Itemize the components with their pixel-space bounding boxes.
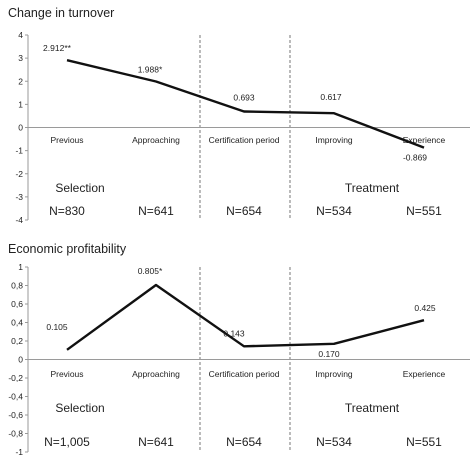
group-label-treatment: Treatment [345, 401, 400, 415]
data-label: 0.617 [320, 92, 342, 102]
data-label: -0.869 [403, 153, 427, 163]
y-tick-label: -4 [15, 215, 23, 225]
y-tick-label: -2 [15, 169, 23, 179]
sample-size-label: N=641 [138, 204, 174, 218]
y-tick-label: 2 [18, 76, 23, 86]
data-label: 0.693 [233, 92, 255, 102]
sample-size-label: N=551 [406, 204, 442, 218]
profitability-chart: Economic profitability 1 0,8 0,6 0,4 0,2 0 -0,2… [8, 242, 470, 457]
category-label: Improving [315, 135, 353, 145]
y-tick-label: -3 [15, 192, 23, 202]
data-label: 1.988* [138, 65, 163, 75]
data-label: 2.912** [43, 43, 72, 53]
y-tick-label: -0,8 [8, 429, 23, 439]
data-label: 0.143 [223, 328, 245, 338]
y-tick-label: 1 [18, 99, 23, 109]
turnover-chart: Change in turnover 4 3 2 1 0 -1 -2 -3 -4 Previous A… [8, 6, 470, 225]
category-label: Experience [403, 369, 446, 379]
category-label: Approaching [132, 369, 180, 379]
group-label-selection: Selection [55, 181, 104, 195]
y-tick-label: -0,4 [8, 392, 23, 402]
sample-size-label: N=534 [316, 435, 352, 449]
category-label: Experience [403, 135, 446, 145]
data-label: 0.105 [46, 322, 68, 332]
data-label: 0.805* [138, 266, 163, 276]
y-tick-label: 0,2 [11, 336, 23, 346]
category-label: Certification period [209, 135, 280, 145]
y-tick-label: -0,6 [8, 410, 23, 420]
y-tick-label: 0 [18, 355, 23, 365]
chart-title: Economic profitability [8, 242, 127, 256]
y-tick-label: 3 [18, 53, 23, 63]
sample-size-label: N=1,005 [44, 435, 90, 449]
data-label: 0.425 [414, 303, 436, 313]
group-label-selection: Selection [55, 401, 104, 415]
y-tick-label: 0,4 [11, 318, 23, 328]
sample-size-label: N=654 [226, 204, 262, 218]
series-line [66, 283, 425, 351]
category-label: Previous [50, 135, 83, 145]
category-label: Previous [50, 369, 83, 379]
y-tick-label: 0,8 [11, 281, 23, 291]
y-tick-label: -1 [15, 447, 23, 457]
category-label: Certification period [209, 369, 280, 379]
y-tick-label: 0 [18, 123, 23, 133]
category-label: Improving [315, 369, 353, 379]
sample-size-label: N=534 [316, 204, 352, 218]
sample-size-label: N=830 [49, 204, 85, 218]
y-tick-label: 0,6 [11, 299, 23, 309]
y-tick-label: 4 [18, 30, 23, 40]
y-tick-label: 1 [18, 262, 23, 272]
category-label: Approaching [132, 135, 180, 145]
series-line [66, 59, 425, 149]
chart-title: Change in turnover [8, 6, 114, 20]
y-tick-label: -0,2 [8, 373, 23, 383]
data-label: 0.170 [318, 349, 340, 359]
y-tick-label: -1 [15, 146, 23, 156]
sample-size-label: N=641 [138, 435, 174, 449]
sample-size-label: N=551 [406, 435, 442, 449]
group-label-treatment: Treatment [345, 181, 400, 195]
sample-size-label: N=654 [226, 435, 262, 449]
